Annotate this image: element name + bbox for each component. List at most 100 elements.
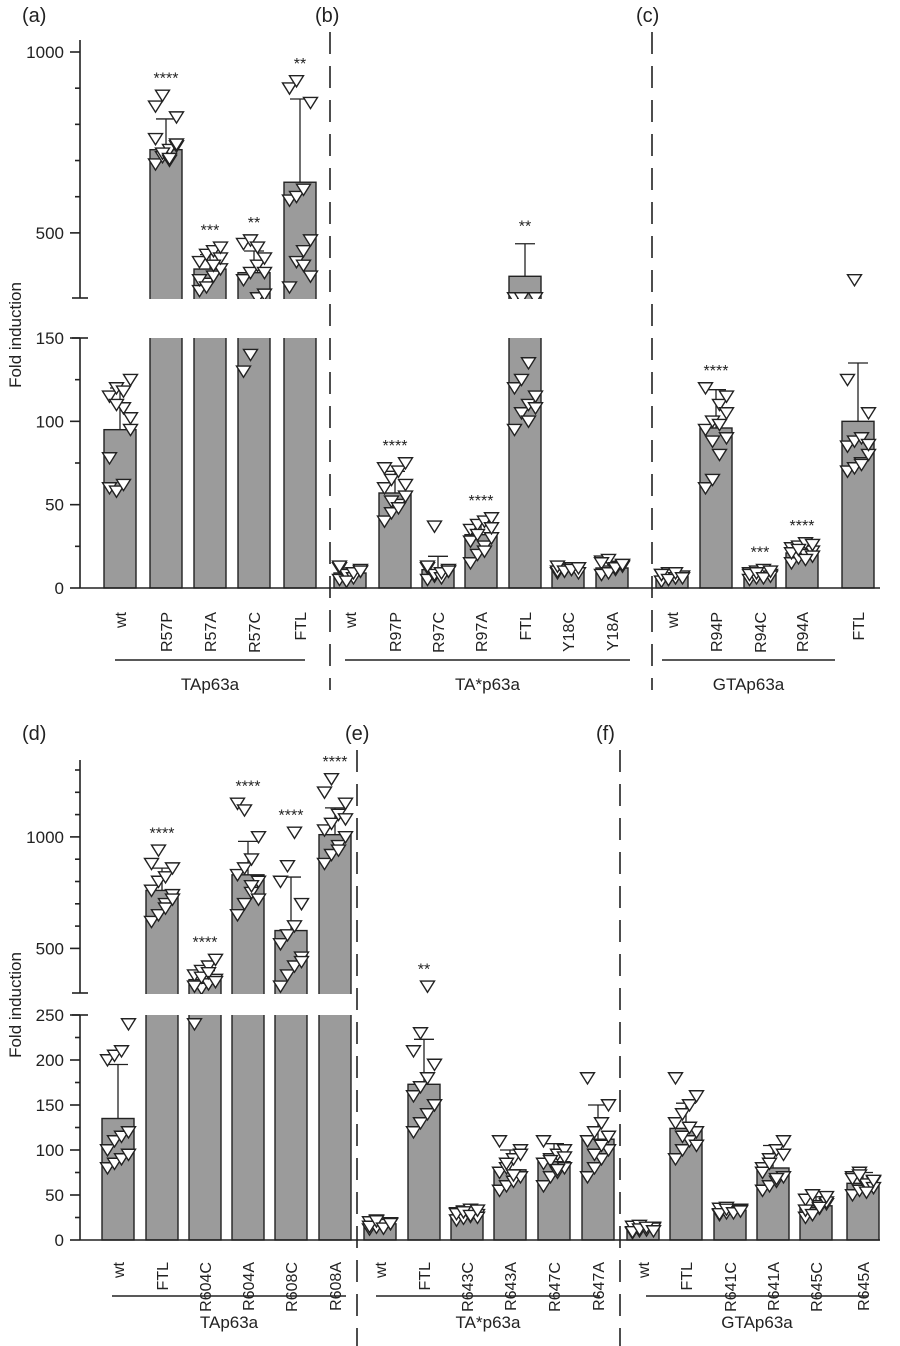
data-point [462,1209,479,1223]
data-point [397,478,414,492]
data-point [839,440,856,454]
data-point [697,482,714,496]
data-point [542,1154,559,1169]
data-point [390,502,407,516]
data-point [732,1205,749,1219]
data-point [191,255,208,270]
data-point [645,1225,662,1239]
data-point [168,138,185,152]
data-point [593,1139,610,1153]
data-point [405,1126,422,1140]
data-point [600,1130,617,1144]
data-point [235,365,252,379]
data-point [242,234,259,248]
data-point [279,969,296,983]
data-point [704,473,721,487]
significance-stars: **** [150,825,175,842]
data-point [790,543,807,557]
tick-label: R641A [766,1262,783,1311]
tick-label: R645A [856,1262,873,1311]
data-point [419,980,436,994]
data-point [113,1130,130,1144]
data-point [397,457,414,471]
data-point [150,875,167,889]
data-point [323,772,340,787]
data-point [579,1072,596,1086]
data-point [556,1144,573,1158]
significance-stars: *** [751,545,770,562]
data-point [143,884,160,898]
data-point [667,1117,684,1131]
data-point [150,844,167,858]
data-point [711,418,728,432]
data-point [860,407,877,421]
tick-label: wt [111,1261,128,1279]
y-tick-label: 0 [55,579,64,598]
data-point [143,915,160,929]
data-point [846,273,863,288]
data-point [120,1126,137,1140]
data-point [811,1201,828,1215]
data-point [323,817,340,831]
significance-stars: *** [201,222,220,239]
y-tick-label: 100 [36,412,64,431]
data-point [249,241,266,255]
y-tick-label: 50 [45,1186,64,1205]
y-tick-label: 250 [36,1006,64,1025]
data-point [426,520,443,534]
data-point [99,1144,116,1158]
significance-stars: **** [236,778,261,795]
tick-label: R57C [247,612,264,653]
data-point [761,1180,778,1194]
data-point [207,953,224,967]
data-point [147,132,164,147]
data-point [99,1054,116,1068]
data-point [168,111,185,125]
data-point [600,1144,617,1158]
panel-label: (e) [345,723,369,745]
y-tick-label: 200 [36,1051,64,1070]
data-point [754,1184,771,1198]
data-point [143,857,160,871]
data-point [352,565,369,579]
data-point [272,875,289,889]
data-point [323,848,340,863]
data-point [520,415,537,429]
significance-stars: **** [790,518,815,535]
data-point [469,528,486,542]
significance-stars: **** [704,363,729,380]
tick-label: FTL [518,612,535,641]
y-axis-label: Fold induction [6,282,25,388]
data-point [527,292,544,306]
data-point [279,859,296,874]
data-point [697,382,714,396]
data-point [667,1072,684,1086]
tick-label: R97P [388,612,405,652]
data-point [513,407,530,421]
data-point [382,1217,399,1232]
significance-stars: ** [418,961,430,978]
data-point [286,920,303,934]
data-point [113,1045,130,1059]
tick-label: R94A [795,612,812,652]
data-point [295,183,312,197]
y-axis-label: Fold induction [6,952,25,1058]
data-point [853,458,870,472]
axis-break-band [82,994,882,1015]
data-point [542,1171,559,1185]
data-point [316,857,333,871]
group-label: TAp63a [200,1313,259,1332]
data-point [600,1099,617,1113]
tick-label: wt [113,611,130,629]
data-point [426,1058,443,1072]
data-point [697,423,714,437]
data-point [236,804,253,818]
data-point [330,844,347,858]
data-point [236,862,253,876]
data-point [579,1135,596,1149]
data-point [186,1018,203,1032]
significance-stars: **** [383,438,408,455]
data-point [761,1157,778,1171]
significance-stars: **** [323,754,348,771]
y-tick-label: 50 [45,496,64,515]
